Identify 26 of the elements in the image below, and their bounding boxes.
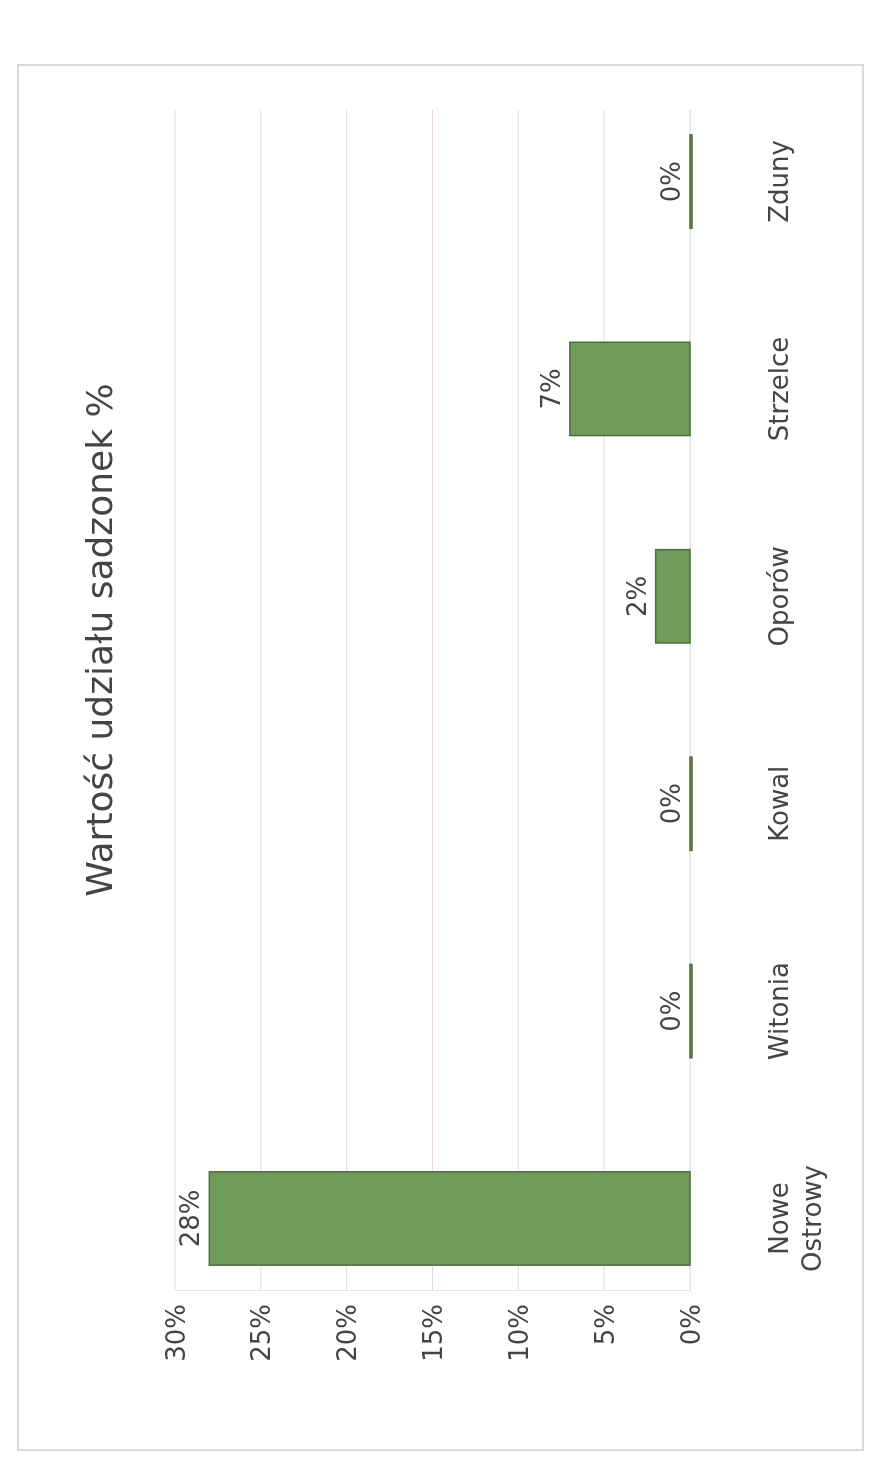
y-tick-label: Oporów [764, 546, 794, 647]
x-tick-label: 30% [160, 1304, 191, 1362]
bar [689, 756, 693, 852]
bar [689, 963, 693, 1059]
bar [569, 341, 691, 437]
data-label: 7% [535, 368, 566, 410]
data-label: 0% [656, 990, 686, 1032]
y-tick-label: Nowe Ostrowy [764, 1165, 827, 1272]
y-tick-label: Witonia [764, 962, 794, 1061]
x-tick-label: 25% [246, 1304, 277, 1362]
x-tick-label: 20% [332, 1304, 363, 1362]
data-label: 28% [175, 1189, 206, 1248]
x-tick-label: 15% [418, 1304, 449, 1362]
y-tick-label: Kowal [764, 765, 794, 842]
y-tick-label: Zduny [764, 140, 794, 223]
x-tick-label: 5% [589, 1304, 620, 1346]
data-label: 2% [621, 575, 652, 617]
text: Wartość udziału sadzonek % [79, 383, 120, 897]
bar [689, 134, 693, 229]
bar [208, 1171, 691, 1266]
y-tick-label: Strzelce [764, 336, 794, 442]
bar [654, 548, 691, 644]
x-tick-label: 10% [503, 1304, 534, 1362]
x-tick-label: 0% [675, 1304, 706, 1346]
data-label: 0% [656, 783, 686, 825]
data-label: 0% [656, 160, 686, 203]
